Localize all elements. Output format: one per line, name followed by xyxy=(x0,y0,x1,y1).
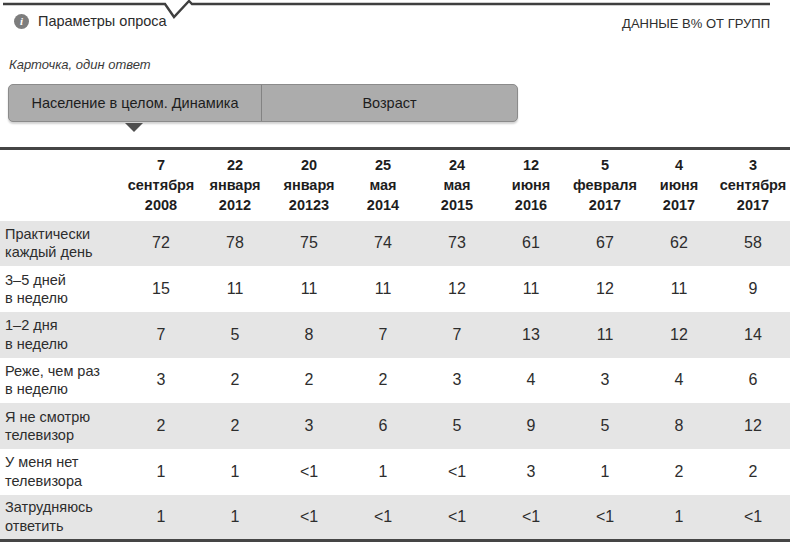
cell-value: <1 xyxy=(272,449,346,495)
cell-value: 58 xyxy=(716,221,790,267)
cell-value: 7 xyxy=(346,312,420,358)
cell-value: 12 xyxy=(420,266,494,312)
cell-value: 62 xyxy=(642,221,716,267)
cell-value: 11 xyxy=(346,266,420,312)
cell-value: 11 xyxy=(642,266,716,312)
cell-value: 2 xyxy=(272,358,346,404)
cell-value: 2 xyxy=(198,358,272,404)
cell-value: 1 xyxy=(642,495,716,541)
corner-cell xyxy=(0,149,124,221)
cell-value: 1 xyxy=(568,449,642,495)
cell-value: 2 xyxy=(642,449,716,495)
cell-value: 9 xyxy=(716,266,790,312)
table-row: У меня нет телевизора11<11<13122 xyxy=(0,449,790,495)
cell-value: 3 xyxy=(494,449,568,495)
cell-value: 78 xyxy=(198,221,272,267)
results-table: 7 сентября 200822 января 201220 января 2… xyxy=(0,147,790,542)
survey-results-page: { "header": { "params_label": "Параметры… xyxy=(0,0,790,546)
row-label: Затрудняюсь ответить xyxy=(0,495,124,541)
cell-value: 7 xyxy=(124,312,198,358)
table-row: Затрудняюсь ответить11<1<1<1<1<11<1 xyxy=(0,495,790,541)
cell-value: <1 xyxy=(568,495,642,541)
cell-value: <1 xyxy=(272,495,346,541)
survey-params-label: Параметры опроса xyxy=(38,13,167,29)
cell-value: 13 xyxy=(494,312,568,358)
cell-value: <1 xyxy=(420,449,494,495)
cell-value: 5 xyxy=(198,312,272,358)
cell-value: 3 xyxy=(124,358,198,404)
date-column-header: 5 февраля 2017 xyxy=(568,149,642,221)
cell-value: 11 xyxy=(198,266,272,312)
date-column-header: 25 мая 2014 xyxy=(346,149,420,221)
cell-value: <1 xyxy=(716,495,790,541)
info-icon[interactable]: i xyxy=(14,14,29,29)
row-label: У меня нет телевизора xyxy=(0,449,124,495)
cell-value: 4 xyxy=(642,358,716,404)
cell-value: 5 xyxy=(420,403,494,449)
cell-value: 14 xyxy=(716,312,790,358)
cell-value: 1 xyxy=(198,495,272,541)
date-column-header: 12 июня 2016 xyxy=(494,149,568,221)
cell-value: 75 xyxy=(272,221,346,267)
cell-value: 11 xyxy=(494,266,568,312)
cell-value: 8 xyxy=(642,403,716,449)
cell-value: 7 xyxy=(420,312,494,358)
date-column-header: 7 сентября 2008 xyxy=(124,149,198,221)
date-column-header: 20 января 20123 xyxy=(272,149,346,221)
header-row: 7 сентября 200822 января 201220 января 2… xyxy=(0,149,790,221)
cell-value: 1 xyxy=(124,495,198,541)
cell-value: 3 xyxy=(568,358,642,404)
cell-value: 3 xyxy=(272,403,346,449)
cell-value: 11 xyxy=(272,266,346,312)
cell-value: 74 xyxy=(346,221,420,267)
cell-value: 12 xyxy=(642,312,716,358)
cell-value: <1 xyxy=(494,495,568,541)
cell-value: 11 xyxy=(568,312,642,358)
tab-bar: Население в целом. Динамика Возраст xyxy=(8,84,518,122)
table-row: Практически каждый день72787574736167625… xyxy=(0,221,790,267)
row-label: 3–5 дней в неделю xyxy=(0,266,124,312)
cell-value: 12 xyxy=(716,403,790,449)
active-tab-pointer-icon xyxy=(125,123,143,132)
cell-value: 1 xyxy=(124,449,198,495)
date-column-header: 3 сентября 2017 xyxy=(716,149,790,221)
tab-population-dynamics[interactable]: Население в целом. Динамика xyxy=(9,85,262,121)
row-label: 1–2 дня в неделю xyxy=(0,312,124,358)
table-row: 1–2 дня в неделю7587713111214 xyxy=(0,312,790,358)
cell-value: 61 xyxy=(494,221,568,267)
cell-value: 5 xyxy=(568,403,642,449)
cell-value: 72 xyxy=(124,221,198,267)
cell-value: <1 xyxy=(346,495,420,541)
cell-value: 3 xyxy=(420,358,494,404)
survey-params-control[interactable]: i Параметры опроса xyxy=(14,13,167,29)
tab-age[interactable]: Возраст xyxy=(262,85,517,121)
row-label: Реже, чем раз в неделю xyxy=(0,358,124,404)
cell-value: 6 xyxy=(716,358,790,404)
cell-value: 73 xyxy=(420,221,494,267)
table-row: 3–5 дней в неделю15111111121112119 xyxy=(0,266,790,312)
row-label: Я не смотрю телевизор xyxy=(0,403,124,449)
question-caption: Карточка, один ответ xyxy=(9,57,151,72)
cell-value: 12 xyxy=(568,266,642,312)
cell-value: <1 xyxy=(420,495,494,541)
cell-value: 15 xyxy=(124,266,198,312)
cell-value: 2 xyxy=(198,403,272,449)
data-percent-note: ДАННЫЕ В% ОТ ГРУПП xyxy=(622,16,770,31)
cell-value: 1 xyxy=(346,449,420,495)
cell-value: 67 xyxy=(568,221,642,267)
cell-value: 4 xyxy=(494,358,568,404)
date-column-header: 4 июня 2017 xyxy=(642,149,716,221)
cell-value: 2 xyxy=(716,449,790,495)
cell-value: 8 xyxy=(272,312,346,358)
date-column-header: 24 мая 2015 xyxy=(420,149,494,221)
cell-value: 1 xyxy=(198,449,272,495)
cell-value: 2 xyxy=(346,358,420,404)
table-row: Я не смотрю телевизор2236595812 xyxy=(0,403,790,449)
cell-value: 9 xyxy=(494,403,568,449)
cell-value: 2 xyxy=(124,403,198,449)
table-row: Реже, чем раз в неделю322234346 xyxy=(0,358,790,404)
cell-value: 6 xyxy=(346,403,420,449)
row-label: Практически каждый день xyxy=(0,221,124,267)
date-column-header: 22 января 2012 xyxy=(198,149,272,221)
